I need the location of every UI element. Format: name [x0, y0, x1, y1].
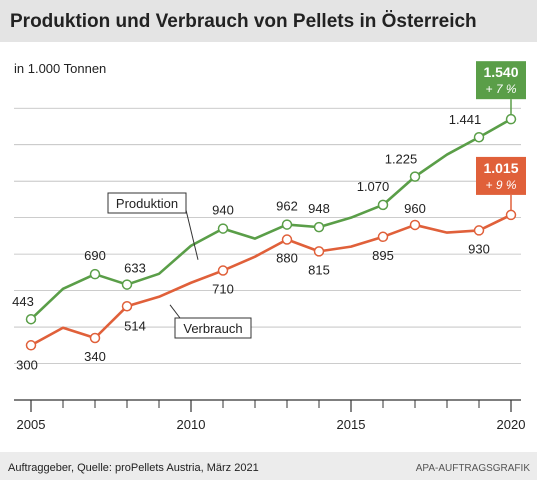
value-label: 710: [212, 282, 234, 297]
value-label: 815: [308, 262, 330, 277]
point: [377, 199, 389, 211]
value-label: 1.070: [357, 179, 390, 194]
value-label: 930: [468, 241, 490, 256]
value-label: 300: [16, 357, 38, 372]
x-tick-label: 2005: [17, 417, 46, 432]
value-label: 960: [404, 201, 426, 216]
point: [505, 113, 517, 125]
value-label: 880: [276, 251, 298, 266]
line: [30, 213, 512, 347]
point: [25, 340, 37, 351]
x-tick-label: 2015: [337, 417, 366, 432]
value-label: 1.441: [449, 112, 482, 127]
point: [281, 219, 293, 230]
change-label: + 7 %: [485, 82, 516, 96]
point: [121, 279, 133, 290]
point: [473, 131, 485, 143]
footer-bar: [0, 452, 537, 480]
value-label: 895: [372, 248, 394, 263]
point: [313, 246, 325, 257]
legend-label: Verbrauch: [183, 321, 242, 336]
point: [217, 265, 229, 276]
title-bar: [0, 0, 537, 42]
end-value-label: 1.015: [483, 160, 518, 176]
point: [409, 219, 421, 231]
x-tick-label: 2020: [497, 417, 526, 432]
legend-label: Produktion: [116, 196, 178, 211]
end-box: [476, 61, 526, 100]
value-label: 514: [124, 318, 146, 333]
point: [377, 231, 389, 243]
value-label: 962: [276, 199, 298, 214]
point: [217, 223, 229, 234]
point: [89, 332, 101, 344]
point: [505, 209, 517, 221]
credit: APA-AUFTRAGSGRAFIK: [416, 463, 531, 474]
end-box: [476, 156, 526, 195]
point: [409, 171, 421, 182]
subtitle: in 1.000 Tonnen: [14, 61, 106, 76]
point: [281, 234, 293, 245]
legend-box: [174, 317, 252, 339]
x-tick-label: 2010: [177, 417, 206, 432]
point: [473, 225, 485, 236]
value-label: 1.225: [385, 152, 418, 167]
legend-leader: [169, 304, 181, 319]
point: [25, 313, 37, 325]
change-label: + 9 %: [485, 178, 516, 192]
value-label: 948: [308, 201, 330, 216]
value-label: 690: [84, 248, 106, 263]
end-value-label: 1.540: [483, 64, 518, 80]
line: [30, 118, 512, 321]
legend-box: [107, 192, 187, 214]
value-label: 340: [84, 349, 106, 364]
point: [121, 301, 133, 312]
chart-title: Produktion und Verbrauch von Pellets in …: [10, 11, 477, 32]
legend-leader: [185, 209, 199, 260]
point: [313, 221, 325, 233]
point: [89, 268, 101, 280]
value-label: 633: [124, 261, 146, 276]
source: Auftraggeber, Quelle: proPellets Austria…: [8, 462, 259, 474]
value-label: 940: [212, 203, 234, 218]
value-label: 443: [12, 294, 34, 309]
